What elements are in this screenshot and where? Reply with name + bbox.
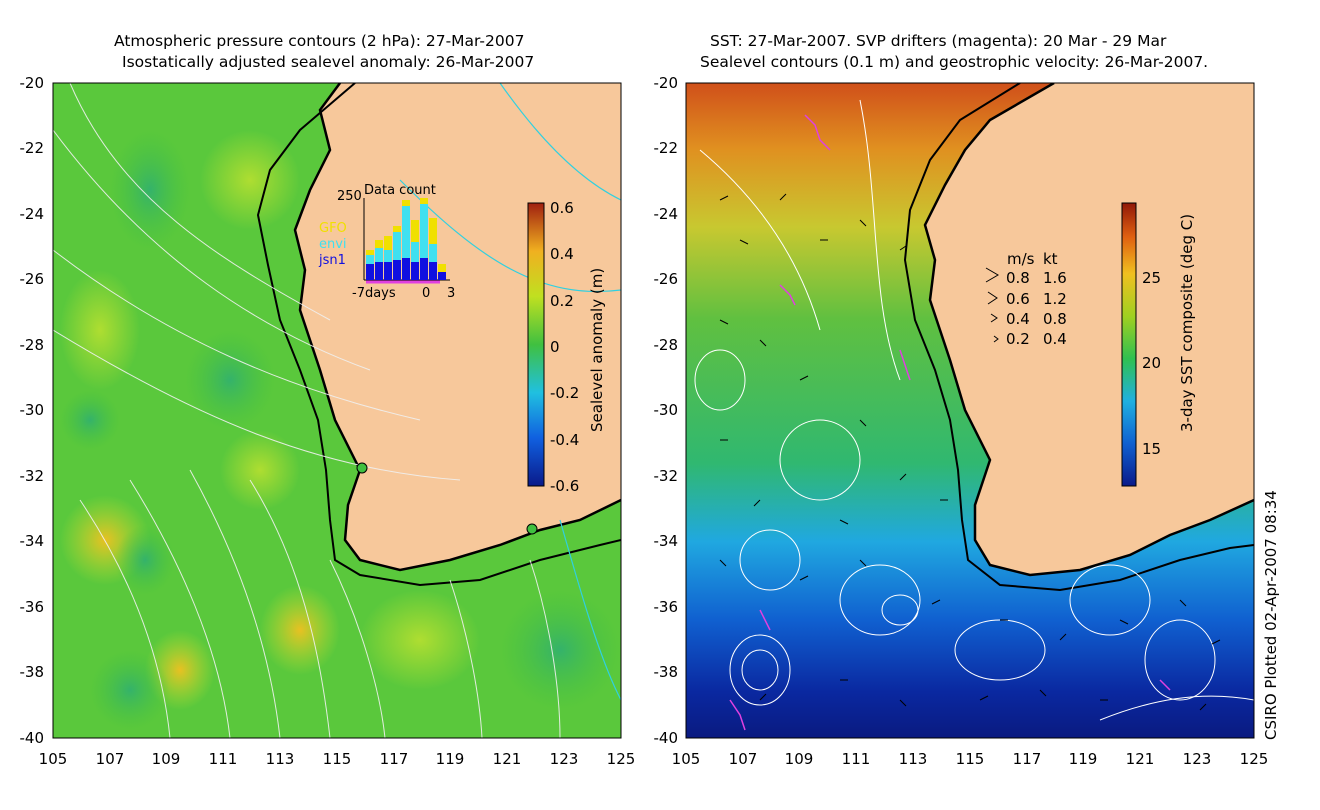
y-tick: -20 — [19, 74, 45, 92]
left-cyan-contours — [399, 83, 621, 701]
x-tick: 105 — [671, 750, 701, 768]
inset-x-tick: -7days — [352, 286, 396, 301]
left-colorbar — [527, 202, 545, 487]
y-tick: -24 — [653, 205, 679, 223]
x-tick: 111 — [841, 750, 871, 768]
inset-legend-envi: envi — [319, 237, 347, 252]
colorbar-tick: 0 — [550, 338, 560, 356]
right-sealevel-contours — [694, 99, 1254, 721]
colorbar-tick: 25 — [1142, 269, 1162, 287]
speed-legend-kt: 1.6 — [1043, 269, 1067, 287]
y-tick: -40 — [653, 729, 679, 747]
colorbar-tick: 0.6 — [550, 199, 574, 217]
inset-y-tick: 250 — [337, 189, 362, 204]
x-tick: 121 — [492, 750, 522, 768]
x-tick: 105 — [38, 750, 68, 768]
colorbar-tick: -0.4 — [550, 431, 580, 449]
speed-legend-kt: 0.8 — [1043, 310, 1067, 328]
inset-legend-gfo: GFO — [319, 221, 347, 236]
geostrophic-velocity-arrows — [719, 193, 1221, 711]
left-pressure-contours — [53, 83, 561, 738]
right-map — [686, 83, 1254, 738]
left-colorbar-label: Sealevel anomaly (m) — [588, 267, 606, 432]
x-tick: 117 — [379, 750, 409, 768]
speed-legend-header-ms: m/s — [1007, 250, 1035, 268]
x-tick: 117 — [1012, 750, 1042, 768]
x-tick: 125 — [606, 750, 636, 768]
y-tick: -40 — [19, 729, 45, 747]
svp-drifter-tracks — [729, 114, 1171, 731]
y-tick: -22 — [19, 139, 45, 157]
right-colorbar — [1121, 202, 1137, 487]
inset-x-tick: 3 — [447, 286, 456, 301]
y-tick: -36 — [19, 598, 45, 616]
y-tick: -32 — [19, 467, 45, 485]
x-tick: 115 — [955, 750, 985, 768]
y-tick: -30 — [653, 401, 679, 419]
x-tick: 115 — [322, 750, 352, 768]
right-title-line1: SST: 27-Mar-2007. SVP drifters (magenta)… — [710, 32, 1167, 50]
y-tick: -34 — [19, 532, 45, 550]
speed-legend-header-kt: kt — [1043, 250, 1058, 268]
x-tick: 119 — [1068, 750, 1098, 768]
x-tick: 113 — [265, 750, 295, 768]
x-tick: 109 — [784, 750, 814, 768]
x-tick: 109 — [151, 750, 181, 768]
y-tick: -26 — [653, 270, 679, 288]
y-tick: -38 — [19, 663, 45, 681]
colorbar-tick: 0.2 — [550, 292, 574, 310]
tide-gauge-marker — [356, 462, 368, 474]
x-tick: 123 — [1182, 750, 1212, 768]
y-tick: -26 — [19, 270, 45, 288]
speed-legend-ms: 0.2 — [1006, 330, 1030, 348]
y-tick: -22 — [653, 139, 679, 157]
x-tick: 113 — [898, 750, 928, 768]
speed-legend-kt: 1.2 — [1043, 290, 1067, 308]
left-title-line2: Isostatically adjusted sealevel anomaly:… — [122, 53, 535, 71]
right-title-line2: Sealevel contours (0.1 m) and geostrophi… — [700, 53, 1209, 71]
tide-gauge-marker — [526, 523, 538, 535]
colorbar-tick: 0.4 — [550, 245, 574, 263]
y-tick: -28 — [19, 336, 45, 354]
speed-legend-arrows — [985, 267, 999, 343]
y-tick: -38 — [653, 663, 679, 681]
x-tick: 123 — [549, 750, 579, 768]
y-tick: -30 — [19, 401, 45, 419]
inset-title: Data count — [364, 183, 436, 198]
x-tick: 121 — [1125, 750, 1155, 768]
right-coastline — [923, 83, 1254, 577]
data-count-inset — [363, 198, 450, 284]
inset-legend-jsn1: jsn1 — [319, 253, 346, 268]
left-title-line1: Atmospheric pressure contours (2 hPa): 2… — [114, 32, 525, 50]
x-tick: 111 — [208, 750, 238, 768]
x-tick: 107 — [728, 750, 758, 768]
y-tick: -32 — [653, 467, 679, 485]
x-tick: 107 — [95, 750, 125, 768]
y-tick: -36 — [653, 598, 679, 616]
right-colorbar-label: 3-day SST composite (deg C) — [1178, 213, 1196, 432]
colorbar-tick: 15 — [1142, 440, 1162, 458]
colorbar-tick: -0.2 — [550, 384, 580, 402]
x-tick: 125 — [1239, 750, 1269, 768]
colorbar-tick: 20 — [1142, 354, 1162, 372]
speed-legend-ms: 0.6 — [1006, 290, 1030, 308]
speed-legend-ms: 0.4 — [1006, 310, 1030, 328]
plot-credit: CSIRO Plotted 02-Apr-2007 08:34 — [1262, 490, 1280, 740]
inset-bars — [366, 198, 446, 280]
right-map-frame — [685, 82, 1255, 739]
colorbar-tick: -0.6 — [550, 477, 580, 495]
inset-x-tick: 0 — [422, 286, 431, 301]
y-tick: -28 — [653, 336, 679, 354]
y-tick: -20 — [653, 74, 679, 92]
y-tick: -24 — [19, 205, 45, 223]
right-land — [925, 83, 1254, 575]
left-map-frame — [52, 82, 622, 739]
speed-legend-ms: 0.8 — [1006, 269, 1030, 287]
y-tick: -34 — [653, 532, 679, 550]
speed-legend-kt: 0.4 — [1043, 330, 1067, 348]
x-tick: 119 — [435, 750, 465, 768]
